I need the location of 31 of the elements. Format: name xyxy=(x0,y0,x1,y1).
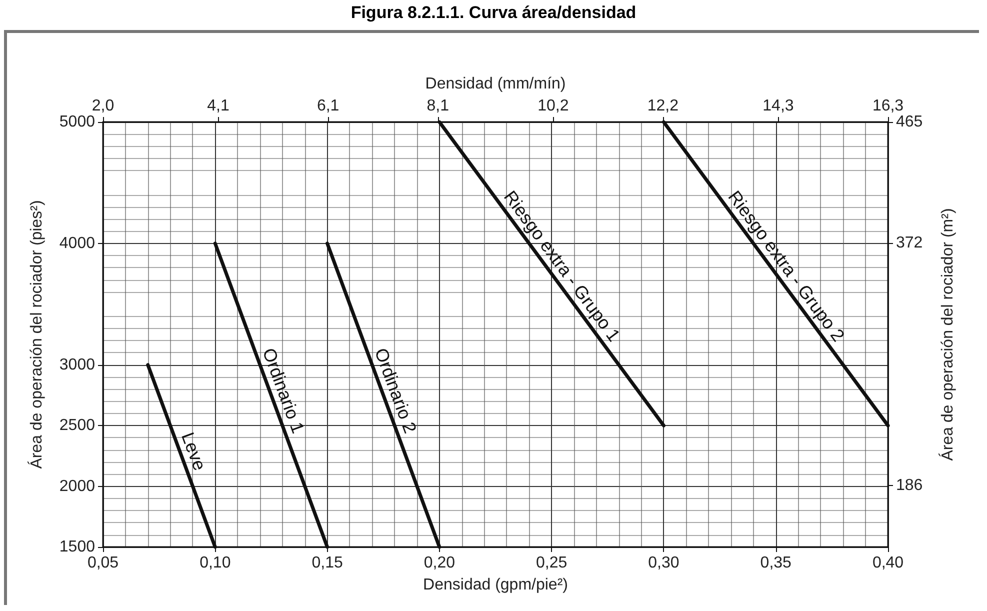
x-tick-label: 0,35 xyxy=(760,554,792,572)
x-axis-title: Densidad (gpm/pie²) xyxy=(423,576,568,594)
y-tick-label: 3000 xyxy=(59,356,96,374)
y2-tick-label: 372 xyxy=(896,234,923,252)
y-tick-label: 5000 xyxy=(59,114,96,130)
x2-tick-label: 4,1 xyxy=(207,98,230,114)
x2-tick-label: 10,2 xyxy=(538,98,569,114)
x-tick-label: 0,10 xyxy=(200,554,231,572)
x2-tick-label: 2,0 xyxy=(92,98,114,114)
x2-tick-label: 8,1 xyxy=(426,98,450,114)
x2-tick-label: 6,1 xyxy=(316,98,340,114)
y-axis-title: Área de operación del rociador (pies²) xyxy=(28,200,46,469)
y-tick-label: 2500 xyxy=(59,417,96,434)
x-tick-label: 0,15 xyxy=(312,554,343,572)
text: Leve xyxy=(178,430,210,474)
y-tick-label: 4000 xyxy=(59,234,96,252)
y2-tick-label: 186 xyxy=(896,477,923,494)
y-tick-label: 2000 xyxy=(59,478,96,495)
x2-tick-label: 14,3 xyxy=(762,98,794,114)
chart-title: Figura 8.2.1.1. Curva área/densidad xyxy=(350,2,638,24)
y2-axis-title: Área de operación del rociador (m²) xyxy=(938,208,956,461)
x-tick-label: 0,05 xyxy=(87,554,119,572)
x2-axis-title: Densidad (mm/mín) xyxy=(425,76,566,92)
x2-tick-label: 16,3 xyxy=(872,98,904,114)
x-tick-label: 0,25 xyxy=(536,554,568,572)
x-tick-label: 0,30 xyxy=(648,554,680,572)
y2-tick-label: 465 xyxy=(896,114,923,130)
x2-tick-label: 12,2 xyxy=(647,98,679,114)
y-tick-label: 1500 xyxy=(59,538,96,556)
x-tick-label: 0,40 xyxy=(872,554,904,572)
x-tick-label: 0,20 xyxy=(424,554,456,572)
